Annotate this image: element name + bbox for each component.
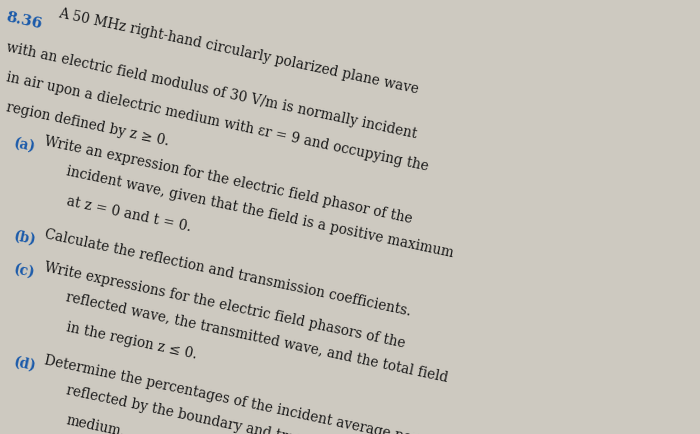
Text: A 50 MHz right-hand circularly polarized plane wave: A 50 MHz right-hand circularly polarized…	[57, 6, 420, 96]
Text: region defined by z ≥ 0.: region defined by z ≥ 0.	[5, 100, 171, 148]
Text: medium.: medium.	[65, 413, 127, 434]
Text: Calculate the reflection and transmission coefficients.: Calculate the reflection and transmissio…	[43, 227, 412, 319]
Text: 8.36: 8.36	[5, 10, 44, 31]
Text: Write expressions for the electric field phasors of the: Write expressions for the electric field…	[43, 260, 407, 350]
Text: with an electric field modulus of 30 V/m is normally incident: with an electric field modulus of 30 V/m…	[5, 40, 419, 141]
Text: at z = 0 and t = 0.: at z = 0 and t = 0.	[65, 194, 192, 234]
Text: reflected by the boundary and transmitted into the second: reflected by the boundary and transmitte…	[65, 383, 464, 434]
Text: in air upon a dielectric medium with εr = 9 and occupying the: in air upon a dielectric medium with εr …	[5, 70, 430, 173]
Text: (a): (a)	[13, 136, 37, 154]
Text: reflected wave, the transmitted wave, and the total field: reflected wave, the transmitted wave, an…	[65, 290, 449, 385]
Text: Write an expression for the electric field phasor of the: Write an expression for the electric fie…	[43, 134, 414, 226]
Text: incident wave, given that the field is a positive maximum: incident wave, given that the field is a…	[65, 164, 455, 260]
Text: Determine the percentages of the incident average power: Determine the percentages of the inciden…	[43, 353, 438, 434]
Text: in the region z ≤ 0.: in the region z ≤ 0.	[65, 320, 199, 362]
Text: (b): (b)	[13, 229, 38, 247]
Text: (c): (c)	[13, 262, 36, 280]
Text: (d): (d)	[13, 355, 38, 373]
